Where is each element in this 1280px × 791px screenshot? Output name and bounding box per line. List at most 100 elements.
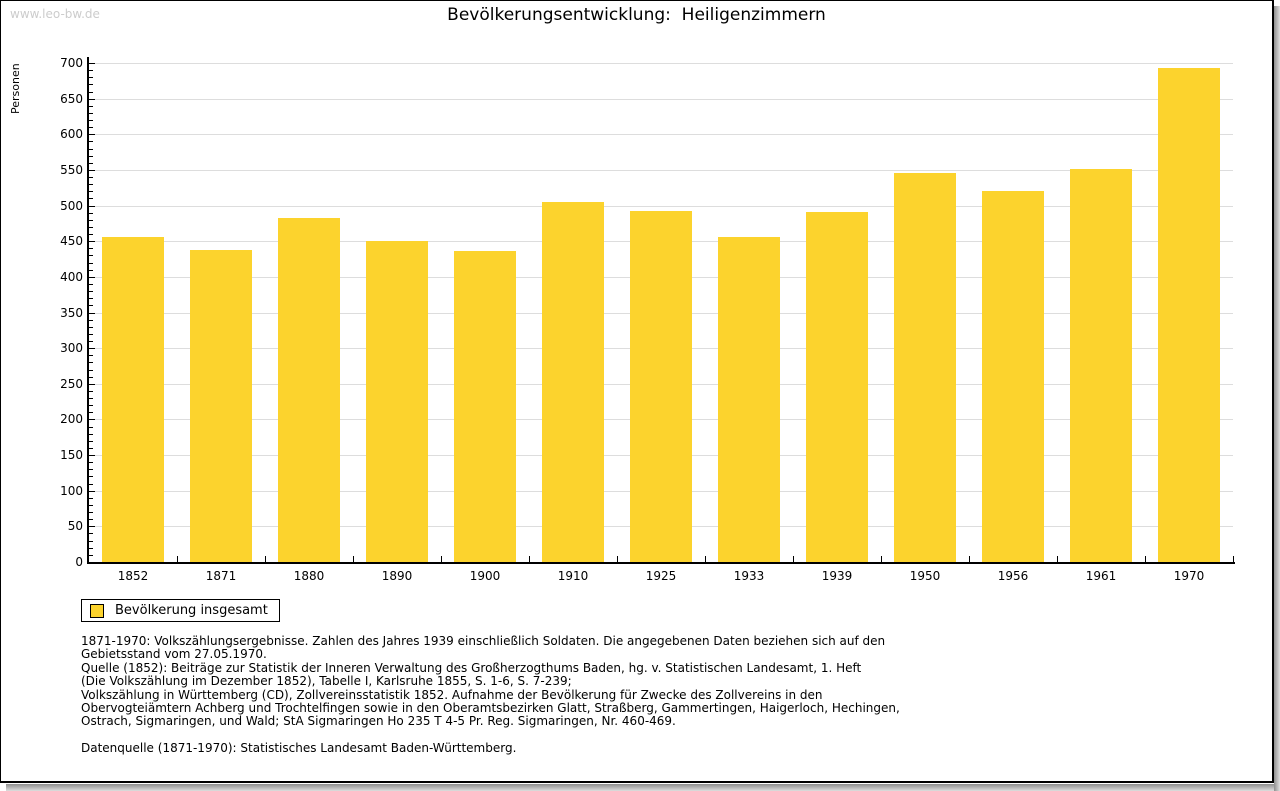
gridline xyxy=(89,170,1233,171)
x-tick xyxy=(881,556,882,562)
y-major-tick xyxy=(89,99,95,100)
y-major-tick xyxy=(89,206,95,207)
y-tick-label: 450 xyxy=(60,234,83,248)
y-minor-tick xyxy=(89,163,93,164)
y-minor-tick xyxy=(89,412,93,413)
y-major-tick xyxy=(89,384,95,385)
footnote-line: (Die Volkszählung im Dezember 1852), Tab… xyxy=(81,674,572,689)
y-minor-tick xyxy=(89,84,93,85)
gridline xyxy=(89,99,1233,100)
y-minor-tick xyxy=(89,541,93,542)
y-major-tick xyxy=(89,348,95,349)
bar-1970 xyxy=(1158,68,1220,562)
y-major-tick xyxy=(89,455,95,456)
y-minor-tick xyxy=(89,177,93,178)
bar-1950 xyxy=(894,173,956,562)
y-tick-label: 300 xyxy=(60,341,83,355)
chart-title: Bevölkerungsentwicklung: Heiligenzimmern xyxy=(447,5,826,25)
y-tick-label: 200 xyxy=(60,412,83,426)
x-tick xyxy=(529,556,530,562)
x-tick-label: 1939 xyxy=(821,569,853,583)
y-minor-tick xyxy=(89,141,93,142)
y-tick-label: 650 xyxy=(60,92,83,106)
x-tick xyxy=(265,556,266,562)
y-minor-tick xyxy=(89,291,93,292)
y-major-tick xyxy=(89,491,95,492)
y-minor-tick xyxy=(89,555,93,556)
y-minor-tick xyxy=(89,127,93,128)
y-minor-tick xyxy=(89,434,93,435)
bar-1910 xyxy=(542,202,604,562)
bar-1925 xyxy=(630,211,692,562)
x-tick-label: 1910 xyxy=(557,569,589,583)
y-minor-tick xyxy=(89,405,93,406)
bar-1890 xyxy=(366,241,428,562)
x-tick xyxy=(617,556,618,562)
y-tick-label: 50 xyxy=(67,519,83,533)
y-minor-tick xyxy=(89,284,93,285)
frame-shadow-right xyxy=(1274,6,1280,791)
y-major-tick xyxy=(89,170,95,171)
footnote-line: 1871-1970: Volkszählungsergebnisse. Zahl… xyxy=(81,634,886,648)
x-tick-label: 1871 xyxy=(205,569,237,583)
y-tick-label: 0 xyxy=(75,555,83,569)
y-minor-tick xyxy=(89,484,93,485)
y-major-tick xyxy=(89,241,95,242)
y-minor-tick xyxy=(89,355,93,356)
y-minor-tick xyxy=(89,305,93,306)
x-tick xyxy=(1057,556,1058,562)
y-minor-tick xyxy=(89,441,93,442)
footnote-line: Volkszählung in Württemberg (CD), Zollve… xyxy=(81,687,823,702)
y-minor-tick xyxy=(89,448,93,449)
data-source-note: Datenquelle (1871-1970): Statistisches L… xyxy=(81,741,517,755)
y-axis-line xyxy=(87,57,89,562)
y-minor-tick xyxy=(89,427,93,428)
y-major-tick xyxy=(89,277,95,278)
x-tick-label: 1880 xyxy=(293,569,325,583)
bar-1939 xyxy=(806,212,868,562)
gridline xyxy=(89,206,1233,207)
x-tick xyxy=(353,556,354,562)
x-tick-label: 1956 xyxy=(997,569,1029,583)
x-tick xyxy=(705,556,706,562)
x-tick-label: 1852 xyxy=(117,569,149,583)
y-minor-tick xyxy=(89,519,93,520)
y-major-tick xyxy=(89,419,95,420)
x-tick-label: 1925 xyxy=(645,569,677,583)
gridline xyxy=(89,63,1233,64)
x-tick xyxy=(969,556,970,562)
y-major-tick xyxy=(89,526,95,527)
y-tick-label: 500 xyxy=(60,199,83,213)
y-minor-tick xyxy=(89,113,93,114)
y-minor-tick xyxy=(89,220,93,221)
y-minor-tick xyxy=(89,370,93,371)
legend-swatch xyxy=(90,603,104,618)
y-minor-tick xyxy=(89,548,93,549)
y-tick-label: 400 xyxy=(60,270,83,284)
x-tick-label: 1890 xyxy=(381,569,413,583)
y-minor-tick xyxy=(89,184,93,185)
x-tick-label: 1970 xyxy=(1173,569,1205,583)
y-major-tick xyxy=(89,313,95,314)
y-minor-tick xyxy=(89,341,93,342)
bar-1961 xyxy=(1070,169,1132,562)
y-minor-tick xyxy=(89,149,93,150)
y-minor-tick xyxy=(89,512,93,513)
y-minor-tick xyxy=(89,320,93,321)
y-minor-tick xyxy=(89,255,93,256)
y-minor-tick xyxy=(89,156,93,157)
y-minor-tick xyxy=(89,469,93,470)
gridline xyxy=(89,134,1233,135)
bar-1933 xyxy=(718,237,780,562)
footnote-line: Obervogteiämtern Achberg und Trochtelfin… xyxy=(81,701,900,716)
y-minor-tick xyxy=(89,234,93,235)
x-tick-label: 1900 xyxy=(469,569,501,583)
y-minor-tick xyxy=(89,476,93,477)
y-tick-label: 350 xyxy=(60,306,83,320)
y-minor-tick xyxy=(89,77,93,78)
y-minor-tick xyxy=(89,70,93,71)
y-minor-tick xyxy=(89,498,93,499)
x-tick xyxy=(177,556,178,562)
x-tick xyxy=(793,556,794,562)
